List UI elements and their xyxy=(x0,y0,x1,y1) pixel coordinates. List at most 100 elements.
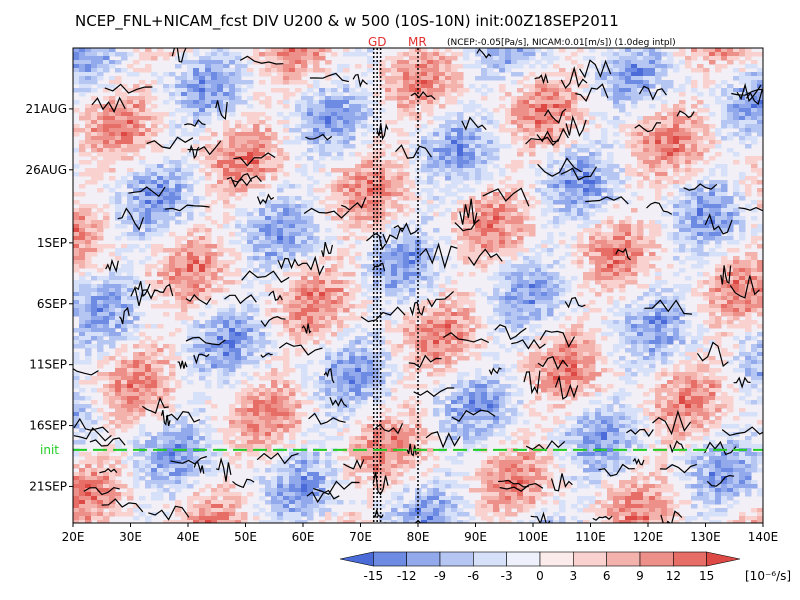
heat-cell xyxy=(583,144,590,149)
heat-cell xyxy=(511,216,518,221)
heat-cell xyxy=(589,84,596,89)
heat-cell xyxy=(127,88,134,93)
heat-cell xyxy=(373,148,380,153)
heat-cell xyxy=(379,152,386,157)
heat-cell xyxy=(307,280,314,285)
heat-cell xyxy=(163,276,170,281)
heat-cell xyxy=(295,272,302,277)
heat-cell xyxy=(559,88,566,93)
heat-cell xyxy=(247,140,254,145)
heat-cell xyxy=(469,84,476,89)
heat-cell xyxy=(547,48,554,53)
heat-cell xyxy=(529,292,536,297)
heat-cell xyxy=(211,108,218,113)
heat-cell xyxy=(511,136,518,141)
heat-cell xyxy=(439,104,446,109)
heat-cell xyxy=(391,216,398,221)
heat-cell xyxy=(451,172,458,177)
heat-cell xyxy=(475,140,482,145)
heat-cell xyxy=(169,176,176,181)
heat-cell xyxy=(115,148,122,153)
heat-cell xyxy=(691,172,698,177)
heat-cell xyxy=(103,300,110,305)
heat-cell xyxy=(205,96,212,101)
heat-cell xyxy=(373,152,380,157)
heat-cell xyxy=(193,260,200,265)
heat-cell xyxy=(583,184,590,189)
heat-cell xyxy=(103,64,110,69)
heat-cell xyxy=(331,144,338,149)
heat-cell xyxy=(415,144,422,149)
heat-cell xyxy=(367,92,374,97)
heat-cell xyxy=(331,188,338,193)
heat-cell xyxy=(553,124,560,129)
heat-cell xyxy=(379,240,386,245)
heat-cell xyxy=(727,124,734,129)
heat-cell xyxy=(553,220,560,225)
heat-cell xyxy=(559,276,566,281)
heat-cell xyxy=(307,192,314,197)
heat-cell xyxy=(307,268,314,273)
heat-cell xyxy=(97,128,104,133)
heat-cell xyxy=(217,144,224,149)
heat-cell xyxy=(355,216,362,221)
heat-cell xyxy=(151,204,158,209)
heat-cell xyxy=(643,172,650,177)
heat-cell xyxy=(73,212,80,217)
heat-cell xyxy=(445,240,452,245)
heat-cell xyxy=(127,220,134,225)
heat-cell xyxy=(745,128,752,133)
heat-cell xyxy=(217,224,224,229)
heat-cell xyxy=(517,72,524,77)
heat-cell xyxy=(475,164,482,169)
heat-cell xyxy=(673,296,680,301)
heat-cell xyxy=(481,132,488,137)
heat-cell xyxy=(601,220,608,225)
heat-cell xyxy=(115,296,122,301)
heat-cell xyxy=(439,300,446,305)
heat-cell xyxy=(715,48,722,53)
heat-cell xyxy=(529,52,536,57)
heat-cell xyxy=(373,164,380,169)
heat-cell xyxy=(97,48,104,53)
heat-cell xyxy=(691,84,698,89)
heat-cell xyxy=(451,200,458,205)
heat-cell xyxy=(241,152,248,157)
heat-cell xyxy=(607,268,614,273)
heat-cell xyxy=(433,228,440,233)
heat-cell xyxy=(127,260,134,265)
heat-cell xyxy=(601,232,608,237)
heat-cell xyxy=(121,300,128,305)
heat-cell xyxy=(673,184,680,189)
heat-cell xyxy=(631,76,638,81)
heat-cell xyxy=(211,300,218,305)
heat-cell xyxy=(493,152,500,157)
heat-cell xyxy=(559,108,566,113)
heat-cell xyxy=(223,224,230,229)
heat-cell xyxy=(487,276,494,281)
heat-cell xyxy=(649,68,656,73)
heat-cell xyxy=(445,296,452,301)
heat-cell xyxy=(721,196,728,201)
heat-cell xyxy=(553,116,560,121)
heat-cell xyxy=(715,280,722,285)
heat-cell xyxy=(325,60,332,65)
heat-cell xyxy=(589,144,596,149)
heat-cell xyxy=(595,152,602,157)
heat-cell xyxy=(229,56,236,61)
heat-cell xyxy=(181,116,188,121)
heat-cell xyxy=(637,160,644,165)
heat-cell xyxy=(463,52,470,57)
heat-cell xyxy=(289,204,296,209)
heat-cell xyxy=(499,64,506,69)
heat-cell xyxy=(265,216,272,221)
heat-cell xyxy=(661,72,668,77)
heat-cell xyxy=(667,124,674,129)
heat-cell xyxy=(685,236,692,241)
heat-cell xyxy=(325,68,332,73)
heat-cell xyxy=(745,256,752,261)
heat-cell xyxy=(79,260,86,265)
heat-cell xyxy=(103,88,110,93)
heat-cell xyxy=(295,220,302,225)
